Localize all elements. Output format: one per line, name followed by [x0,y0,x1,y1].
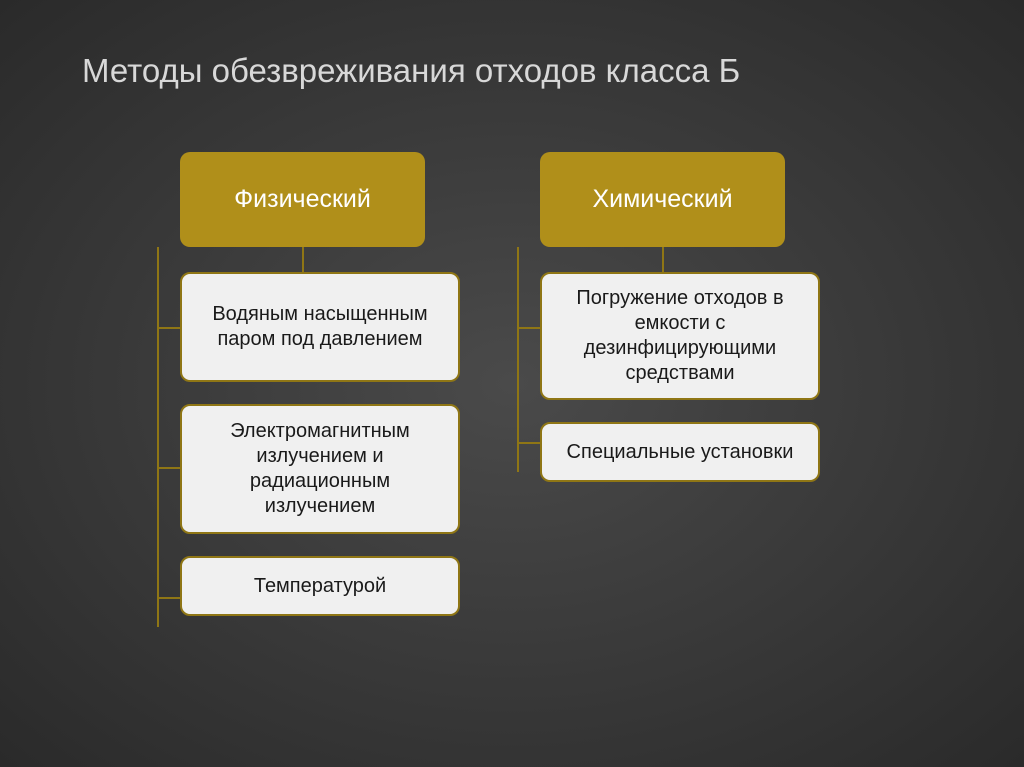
child-label: Специальные установки [567,440,794,465]
children-chemical: Погружение отходов в емкости с дезинфици… [495,272,820,482]
connector-vertical [517,247,519,472]
child-label: Температурой [254,574,386,599]
child-box: Погружение отходов в емкости с дезинфици… [540,272,820,400]
connector-stub [662,247,664,272]
child-label: Водяным насыщенным паром под давлением [200,302,440,352]
parent-chemical-label: Химический [592,185,732,214]
connector-vertical [157,247,159,627]
child-box: Специальные установки [540,422,820,482]
parent-physical-label: Физический [234,185,371,214]
connector-h [157,327,180,329]
connector-stub [302,247,304,272]
child-box: Электромагнитным излучением и радиационн… [180,404,460,534]
connector-h [157,467,180,469]
column-chemical: Химический Погружение отходов в емкости … [495,152,820,504]
column-physical: Физический Водяным насыщенным паром под … [135,152,460,638]
connector-h [517,327,540,329]
connector-h [157,597,180,599]
child-label: Погружение отходов в емкости с дезинфици… [560,286,800,386]
child-box: Температурой [180,556,460,616]
children-physical: Водяным насыщенным паром под давлением Э… [135,272,460,616]
parent-chemical: Химический [540,152,785,247]
parent-physical: Физический [180,152,425,247]
child-label: Электромагнитным излучением и радиационн… [200,419,440,519]
connector-h [517,442,540,444]
child-box: Водяным насыщенным паром под давлением [180,272,460,382]
page-title: Методы обезвреживания отходов класса Б [82,52,740,90]
